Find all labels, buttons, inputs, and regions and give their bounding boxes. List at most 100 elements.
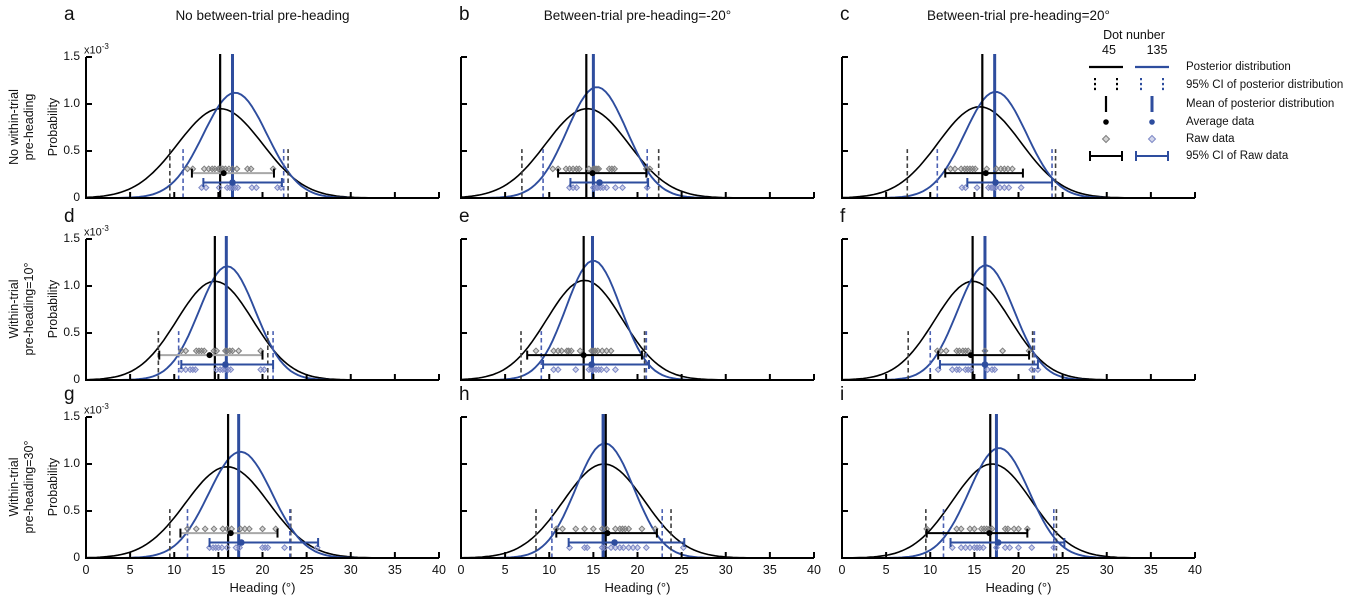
- column-title-3: Between-trial pre-heading=20°: [927, 8, 1110, 23]
- panel-a: a: [64, 4, 440, 199]
- panel-c: c: [840, 4, 1196, 199]
- legend-col-45: 45: [1102, 43, 1116, 57]
- x-tick-label: 35: [762, 563, 777, 577]
- row-label-line2: pre-heading: [22, 93, 36, 161]
- posterior-curve-n45: [842, 463, 1195, 559]
- y-tick-label: 1.0: [63, 456, 80, 470]
- raw-point-n45: [576, 347, 584, 355]
- row-label-line1: Within-trial: [7, 279, 21, 339]
- y-exponent-label: x10-3: [84, 402, 109, 417]
- raw-point-n45: [1014, 525, 1023, 533]
- column-title-1: No between-trial pre-heading: [175, 8, 350, 23]
- raw-point-n45: [183, 165, 191, 173]
- y-tick-label: 0.5: [63, 325, 80, 339]
- raw-point-n45: [593, 165, 601, 173]
- raw-data-glyph-45: [1086, 130, 1132, 148]
- average-dot-n135: [596, 179, 603, 186]
- panel-plot-a: [85, 54, 440, 199]
- raw-point-n45: [625, 525, 633, 533]
- raw-point-n45: [651, 525, 659, 533]
- y-exponent-label: x10-3: [84, 224, 109, 239]
- raw-point-n45: [1004, 525, 1012, 533]
- x-tick-label: 0: [838, 563, 846, 577]
- raw-point-n45: [937, 347, 945, 355]
- x-tick-label: 40: [807, 563, 821, 577]
- column-title-2: Between-trial pre-heading=-20°: [543, 8, 732, 23]
- average-dot-n135: [994, 539, 1002, 546]
- raw-point-n135: [603, 366, 611, 374]
- raw-point-n135: [223, 544, 231, 552]
- x-tick-label: 0: [457, 563, 465, 577]
- raw-point-n135: [642, 544, 650, 552]
- raw-data-glyph-135: [1132, 130, 1182, 148]
- raw-point-n45: [611, 165, 619, 173]
- posterior-curve-n135: [86, 265, 439, 381]
- posterior-curve-n45: [85, 107, 439, 199]
- raw-point-n45: [245, 525, 253, 533]
- raw-point-n135: [191, 366, 199, 374]
- panel-letter: d: [64, 206, 75, 227]
- raw-point-n45: [213, 347, 221, 355]
- x-tick-label: 20: [255, 563, 270, 577]
- x-tick-label: 15: [586, 563, 601, 577]
- x-tick-label: 35: [1143, 563, 1158, 577]
- posterior-curve-n135: [461, 442, 814, 559]
- errorbar-glyph-svg: [1135, 150, 1169, 161]
- x-tick-label: 10: [542, 563, 557, 577]
- raw-point-n45: [971, 165, 979, 173]
- raw-point-n135: [973, 184, 981, 192]
- legend-label: Posterior distribution: [1186, 60, 1291, 73]
- panel-letter: c: [840, 4, 850, 25]
- panel-plot-b: [460, 54, 815, 199]
- x-tick-label: 25: [674, 563, 689, 577]
- legend: Dot nunber 45 135 Posterior distribution…: [1086, 28, 1366, 164]
- y-tick-label: 0: [73, 372, 80, 386]
- x-tick-label: 40: [432, 563, 446, 577]
- legend-label: Raw data: [1186, 132, 1235, 145]
- average-dot-n45: [220, 170, 227, 177]
- raw-point-n135: [281, 544, 289, 552]
- raw-point-n135: [618, 184, 627, 192]
- panel-plot-e: [460, 236, 815, 381]
- x-tick-label: 5: [501, 563, 509, 577]
- y-exponent-label: x10-3: [84, 42, 109, 57]
- row-label-1: No within-trial pre-heading: [7, 52, 41, 202]
- legend-label: 95% CI of posterior distribution: [1186, 78, 1344, 91]
- raw-point-n45: [964, 347, 972, 355]
- posterior-ci-glyph-135: [1132, 76, 1182, 94]
- raw-point-n45: [572, 525, 580, 533]
- dotted-glyph-svg: [1140, 77, 1164, 92]
- raw-point-n135: [992, 544, 1000, 552]
- raw-point-n45: [567, 347, 575, 355]
- raw-point-n135: [1014, 544, 1023, 552]
- raw-point-n135: [234, 184, 242, 192]
- row-label-line2: pre-heading=10°: [22, 262, 36, 356]
- raw-point-n135: [1006, 544, 1014, 552]
- x-tick-label: 10: [167, 563, 182, 577]
- raw-ci-glyph-135: [1132, 147, 1182, 165]
- y-tick-label: 0.5: [63, 503, 80, 517]
- raw-point-n135: [603, 184, 611, 192]
- raw-point-n45: [272, 525, 280, 533]
- raw-point-n135: [236, 544, 244, 552]
- vline-glyph-svg: [1150, 95, 1154, 112]
- x-tick-label: 25: [299, 563, 314, 577]
- x-tick-label: 5: [882, 563, 890, 577]
- dot-glyph-svg: [1103, 118, 1109, 125]
- average-data-glyph-45: [1086, 113, 1132, 131]
- average-dot-n135: [992, 179, 999, 186]
- panel-plot-g: [85, 414, 440, 559]
- raw-point-n45: [957, 525, 965, 533]
- row-label-line1: No within-trial: [7, 89, 21, 165]
- raw-point-n45: [999, 347, 1007, 355]
- posterior-curve-n45: [460, 463, 814, 559]
- average-dot-n135: [238, 539, 245, 546]
- raw-point-n45: [258, 525, 267, 533]
- x-tick-label: 10: [923, 563, 938, 577]
- panel-plot-h: [460, 414, 815, 559]
- panel-g: g: [64, 384, 440, 559]
- average-dot-n135: [981, 361, 989, 368]
- raw-point-n45: [233, 165, 241, 173]
- x-tick-label: 20: [1011, 563, 1026, 577]
- panel-plot-i: [841, 414, 1196, 559]
